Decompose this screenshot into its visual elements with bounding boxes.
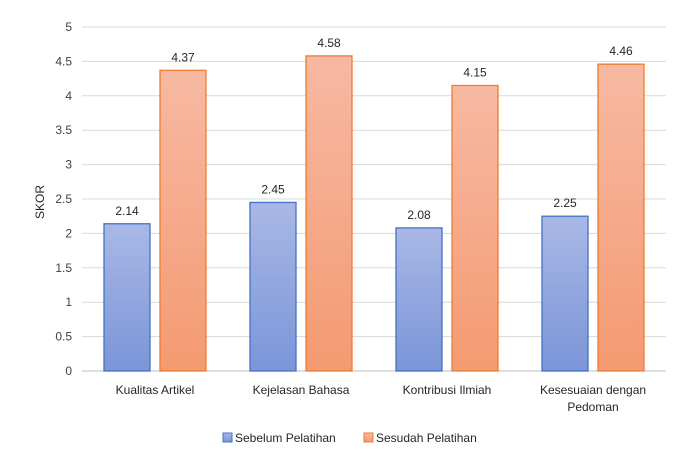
x-category-label: Kontribusi Ilmiah (403, 383, 492, 397)
y-tick-label: 2 (65, 226, 72, 240)
x-category-label: Kejelasan Bahasa (253, 383, 350, 397)
y-tick-label: 1.5 (55, 261, 72, 275)
x-axis-categories: Kualitas Artikel Kejelasan Bahasa Kontribu… (116, 383, 646, 414)
legend-label: Sebelum Pelatihan (235, 431, 336, 445)
bar-sebelum-1 (249, 201, 297, 372)
legend-swatch (222, 432, 233, 443)
y-axis-title: SKOR (33, 185, 47, 219)
x-category-label: Kualitas Artikel (116, 383, 195, 397)
legend-swatch (363, 432, 374, 443)
y-tick-label: 0.5 (55, 330, 72, 344)
y-tick-label: 5 (65, 20, 72, 34)
legend-label: Sesudah Pelatihan (376, 431, 477, 445)
y-tick-label: 0 (65, 364, 72, 378)
y-tick-label: 3 (65, 158, 72, 172)
y-tick-label: 4.5 (55, 54, 72, 68)
bar-sesudah-2 (451, 84, 499, 372)
y-tick-label: 2.5 (55, 192, 72, 206)
bar-sesudah-3 (597, 63, 645, 372)
data-label: 4.46 (609, 44, 633, 58)
data-label: 4.15 (463, 65, 487, 79)
bar-sesudah-1 (305, 55, 353, 372)
bar-sebelum-3 (541, 215, 589, 372)
y-tick-label: 1 (65, 295, 72, 309)
x-category-label: Kesesuaian dengan (540, 383, 646, 397)
y-tick-label: 3.5 (55, 123, 72, 137)
bars (103, 55, 645, 372)
legend: Sebelum Pelatihan Sesudah Pelatihan (222, 431, 477, 445)
bar-sesudah-0 (159, 69, 207, 372)
data-labels: 2.14 4.37 2.45 4.58 2.08 4.15 2.25 4.46 (115, 36, 633, 222)
data-label: 2.08 (407, 208, 431, 222)
x-category-label: Pedoman (567, 400, 618, 414)
data-label: 2.25 (553, 196, 577, 210)
data-label: 4.58 (317, 36, 341, 50)
bar-sebelum-2 (395, 227, 443, 372)
y-tick-label: 4 (65, 89, 72, 103)
data-label: 2.14 (115, 204, 139, 218)
bar-sebelum-0 (103, 223, 151, 372)
data-label: 2.45 (261, 182, 285, 196)
data-label: 4.37 (171, 50, 195, 64)
y-axis-ticks: 0 0.5 1 1.5 2 2.5 3 3.5 4 4.5 5 (55, 20, 72, 378)
